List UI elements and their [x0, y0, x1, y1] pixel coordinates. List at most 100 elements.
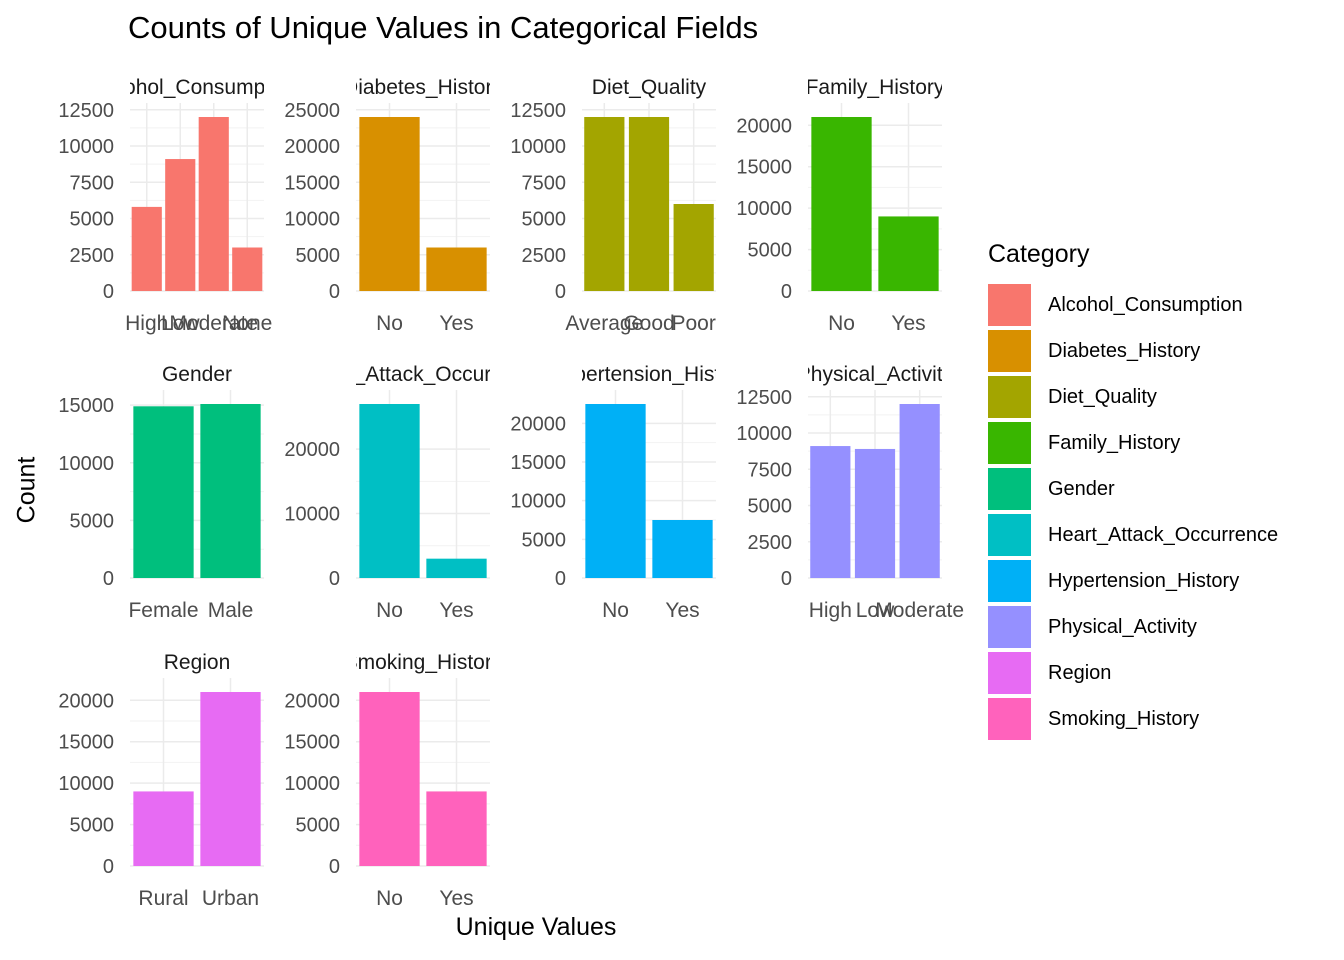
y-tick-label: 0 [329, 281, 340, 303]
y-tick-label: 15000 [284, 732, 340, 754]
x-tick-label: High [809, 599, 852, 622]
y-tick-label: 0 [781, 568, 792, 590]
y-tick-label: 10000 [284, 773, 340, 795]
y-tick-label: 5000 [296, 245, 341, 267]
x-tick-label: Good [623, 312, 674, 335]
y-tick-label: 0 [555, 281, 566, 303]
x-tick-label: No [602, 599, 629, 622]
bar-gender-female [133, 406, 194, 578]
legend-item-gender: Gender [988, 468, 1115, 510]
facet-title: Region [164, 651, 231, 674]
y-tick-label: 7500 [522, 172, 567, 194]
legend-label: Diabetes_History [1048, 339, 1201, 362]
y-tick-label: 15000 [58, 732, 114, 754]
bar-family-history-no [811, 117, 872, 291]
y-tick-label: 10000 [510, 491, 566, 513]
y-tick-label: 10000 [284, 209, 340, 231]
facet-title: Heart_Attack_Occurrence [302, 363, 544, 386]
x-tick-label: Yes [665, 599, 699, 622]
y-tick-label: 0 [103, 568, 114, 590]
y-tick-label: 7500 [748, 459, 793, 481]
y-tick-label: 5000 [70, 815, 115, 837]
legend-item-hypertension-history: Hypertension_History [988, 560, 1239, 602]
x-axis-label: Unique Values [455, 913, 617, 941]
x-tick-label: Low [161, 312, 200, 335]
y-tick-label: 0 [103, 856, 114, 878]
chart-title: Counts of Unique Values in Categorical F… [128, 10, 759, 45]
bar-hypertension-history-yes [652, 520, 713, 578]
y-tick-label: 15000 [510, 452, 566, 474]
legend-label: Gender [1048, 477, 1115, 500]
x-tick-label: Rural [138, 887, 188, 910]
legend-item-physical-activity: Physical_Activity [988, 606, 1197, 648]
legend-item-diabetes-history: Diabetes_History [988, 330, 1200, 372]
y-tick-label: 20000 [284, 690, 340, 712]
y-tick-label: 0 [329, 856, 340, 878]
bar-physical-activity-low [854, 448, 896, 578]
y-tick-label: 10000 [58, 773, 114, 795]
bar-smoking-history-no [359, 692, 420, 866]
x-tick-label: Average [565, 312, 643, 335]
y-tick-label: 5000 [522, 209, 567, 231]
x-tick-label: Male [208, 599, 254, 622]
x-tick-label: Yes [439, 887, 473, 910]
legend-key [988, 376, 1031, 418]
x-tick-label: Yes [439, 312, 473, 335]
legend-key [988, 422, 1031, 464]
y-tick-label: 10000 [510, 136, 566, 158]
y-tick-label: 10000 [736, 423, 792, 445]
facet-title: Hypertension_History [549, 363, 750, 386]
y-tick-label: 10000 [58, 136, 114, 158]
facet-title: Gender [162, 363, 232, 386]
y-tick-label: 20000 [58, 690, 114, 712]
x-tick-label: No [376, 312, 403, 335]
facet-diabetes-history: Diabetes_History 0 5000 10000 15000 20000 2500… [284, 76, 490, 335]
facet-smoking-history: Smoking_History 0 5000 10000 15000 20000 No Yes [284, 651, 503, 910]
y-tick-label: 5000 [748, 240, 793, 262]
y-tick-label: 0 [781, 281, 792, 303]
bar-heart-attack-occurrence-no [359, 404, 420, 578]
bar-region-urban [200, 692, 261, 866]
x-tick-label: Yes [439, 599, 473, 622]
bar-physical-activity-moderate [899, 404, 940, 578]
bar-smoking-history-yes [426, 791, 487, 866]
bar-diabetes-history-yes [426, 247, 487, 291]
y-tick-label: 25000 [284, 100, 340, 122]
facet-hypertension-history: Hypertension_History 0 5000 10000 15000 20000… [510, 363, 750, 622]
bar-diet-quality-average [584, 117, 625, 291]
facet-title: Physical_Activity [797, 363, 954, 386]
x-tick-label: No [828, 312, 855, 335]
x-tick-label: No [376, 599, 403, 622]
legend-label: Heart_Attack_Occurrence [1048, 523, 1279, 546]
facet-gender: Gender 0 5000 10000 15000 Female Male [58, 363, 264, 622]
legend-label: Alcohol_Consumption [1048, 293, 1243, 316]
legend-item-family-history: Family_History [988, 422, 1180, 464]
x-tick-label: High [125, 312, 168, 335]
x-tick-label: Poor [671, 312, 715, 335]
legend-key [988, 560, 1031, 602]
bar-alcohol-consumption-none [198, 117, 229, 291]
legend-key [988, 514, 1031, 556]
legend-item-diet-quality: Diet_Quality [988, 376, 1157, 418]
bar-alcohol-consumption-high [131, 206, 162, 291]
facet-title: Smoking_History [344, 651, 503, 674]
y-tick-label: 20000 [510, 413, 566, 435]
y-tick-label: 5000 [748, 496, 793, 518]
facet-heart-attack-occurrence: Heart_Attack_Occurrence 0 10000 20000 No Yes [284, 363, 544, 622]
facet-diet-quality: Diet_Quality 0 2500 5000 7500 10000 12500 Avera… [510, 76, 716, 335]
y-tick-label: 7500 [70, 172, 115, 194]
bar-diet-quality-good [628, 117, 670, 291]
legend-item-smoking-history: Smoking_History [988, 698, 1199, 740]
bar-region-rural [133, 791, 194, 866]
legend-label: Region [1048, 661, 1112, 684]
x-tick-label: Moderate [875, 599, 964, 622]
bar-diabetes-history-no [359, 117, 420, 291]
y-tick-label: 12500 [510, 100, 566, 122]
x-tick-label: Female [128, 599, 198, 622]
y-tick-label: 15000 [58, 395, 114, 417]
y-tick-label: 2500 [70, 245, 115, 267]
x-tick-label: None [222, 312, 272, 335]
y-tick-label: 10000 [284, 504, 340, 526]
x-tick-label: Urban [202, 887, 259, 910]
